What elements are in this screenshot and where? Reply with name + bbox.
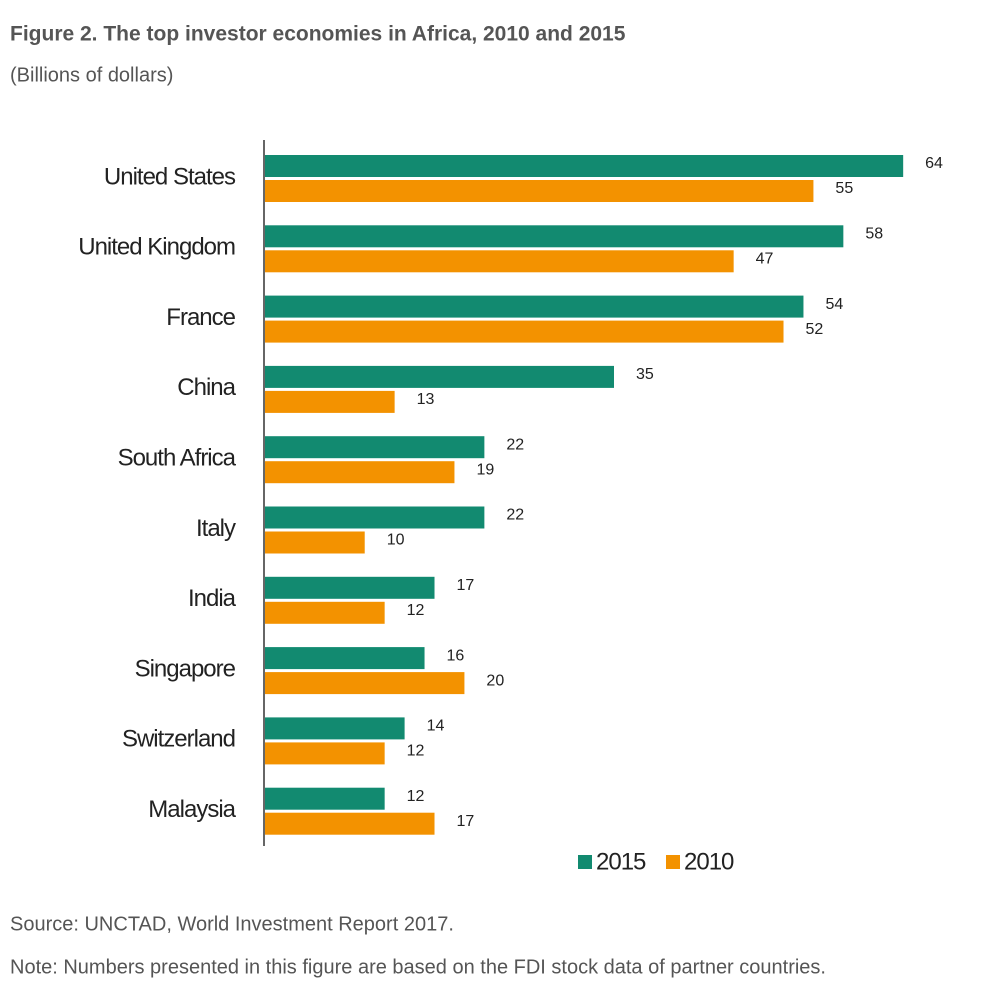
y-tick-label: France xyxy=(166,304,235,331)
y-tick-label: Singapore xyxy=(135,655,236,682)
value-label: 55 xyxy=(835,180,853,197)
value-label: 58 xyxy=(865,226,883,243)
value-label: 54 xyxy=(825,296,843,313)
bar xyxy=(265,180,814,202)
y-tick-label: Malaysia xyxy=(148,796,236,823)
bar xyxy=(265,601,385,624)
value-label: 64 xyxy=(925,155,943,172)
y-tick-label: India xyxy=(188,585,237,612)
bar xyxy=(265,225,844,248)
value-label: 20 xyxy=(486,672,504,689)
bar xyxy=(265,787,385,810)
chart-title: Figure 2. The top investor economies in … xyxy=(10,23,626,46)
y-tick-label: United Kingdom xyxy=(78,234,235,261)
value-label: 19 xyxy=(476,461,494,478)
bar xyxy=(265,390,395,413)
legend-swatch xyxy=(578,855,592,869)
chart-subtitle: (Billions of dollars) xyxy=(10,64,173,86)
value-label: 17 xyxy=(457,813,475,830)
bar xyxy=(265,531,365,554)
value-label: 12 xyxy=(407,602,425,619)
value-label: 47 xyxy=(756,251,774,268)
y-tick-label: South Africa xyxy=(118,445,237,472)
source: Source: UNCTAD, World Investment Report … xyxy=(10,913,454,935)
bar xyxy=(265,717,405,740)
bar xyxy=(265,250,734,273)
bar xyxy=(265,436,485,459)
value-label: 13 xyxy=(417,391,435,408)
legend-label: 2010 xyxy=(684,848,734,875)
y-tick-label: Switzerland xyxy=(122,726,235,753)
value-label: 10 xyxy=(387,532,405,549)
y-tick-label: Italy xyxy=(196,515,236,542)
bar xyxy=(265,320,784,343)
legend-swatch xyxy=(666,855,680,869)
y-tick-label: United States xyxy=(104,163,236,190)
bar xyxy=(265,506,485,529)
value-label: 17 xyxy=(457,577,475,594)
bar xyxy=(265,295,804,318)
note: Note: Numbers presented in this figure a… xyxy=(10,956,826,978)
value-label: 52 xyxy=(806,321,824,338)
bar xyxy=(265,812,435,835)
value-label: 12 xyxy=(407,788,425,805)
value-label: 22 xyxy=(506,507,524,524)
legend-label: 2015 xyxy=(596,848,646,875)
bar xyxy=(265,155,904,177)
bar xyxy=(265,672,465,695)
bar xyxy=(265,461,455,484)
value-label: 14 xyxy=(427,718,445,735)
value-label: 22 xyxy=(506,436,524,453)
y-tick-label: China xyxy=(177,374,236,401)
bar xyxy=(265,365,614,388)
bar xyxy=(265,576,435,599)
bar xyxy=(265,647,425,670)
value-label: 16 xyxy=(447,647,465,664)
bar xyxy=(265,742,385,765)
value-label: 35 xyxy=(636,366,654,383)
value-label: 12 xyxy=(407,743,425,760)
